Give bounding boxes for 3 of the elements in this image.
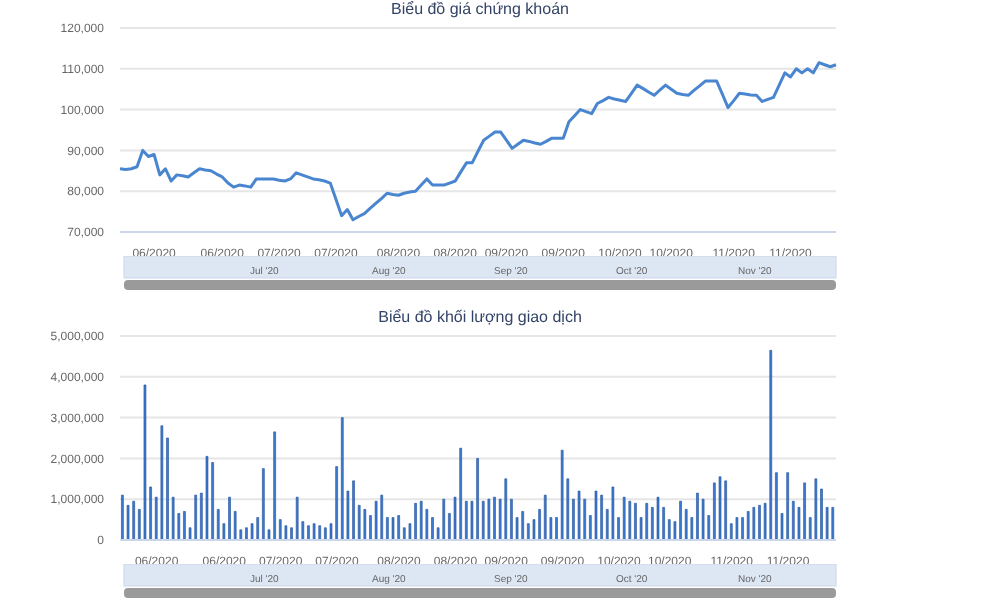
line-series [118, 61, 838, 222]
chart-title: Biểu đồ khối lượng giao dịch [376, 308, 584, 326]
chart-title: Biểu đồ giá chứng khoán [389, 0, 571, 18]
